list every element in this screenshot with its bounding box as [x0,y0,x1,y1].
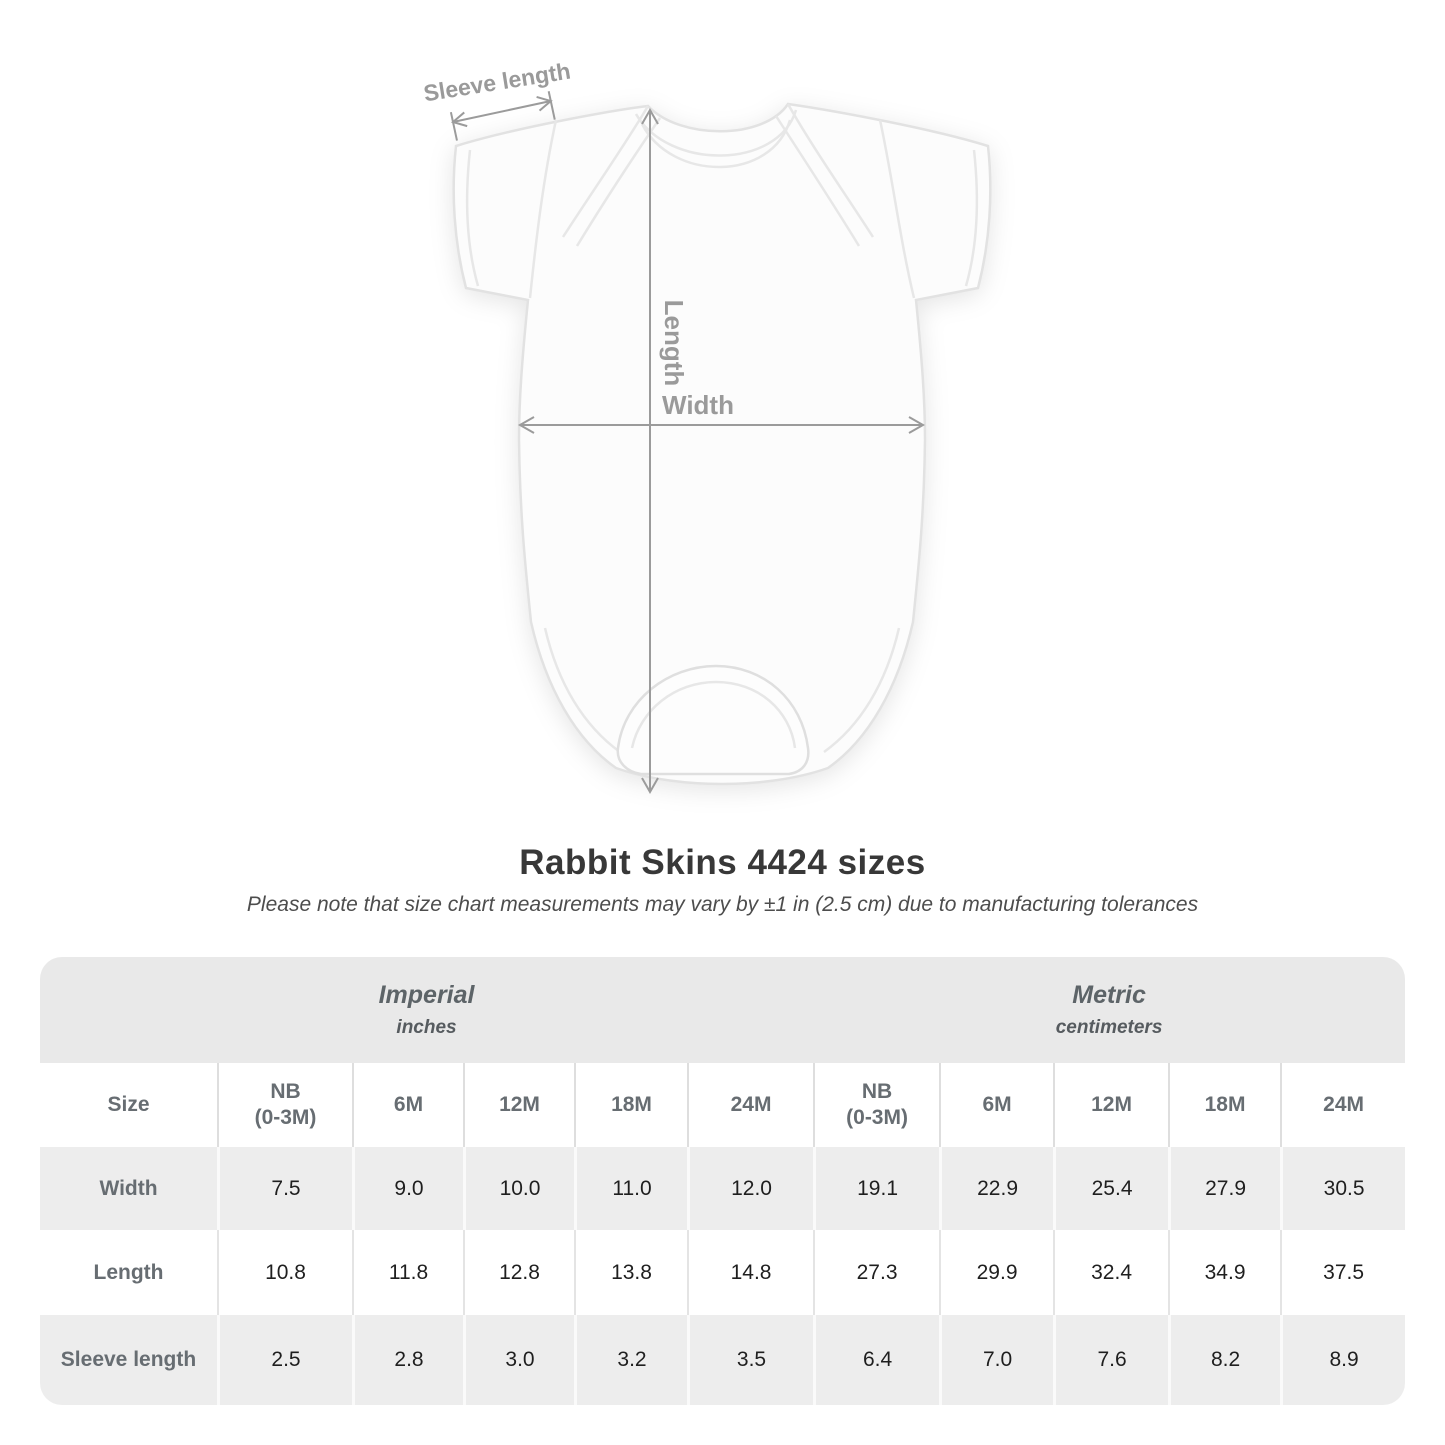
section-metric-label: Metric [1072,981,1146,1009]
cell: 37.5 [1280,1230,1405,1315]
column-header-row: Size NB (0-3M) 6M 12M 18M 24M NB (0-3M) … [40,1063,1405,1147]
cell: 3.2 [574,1315,687,1405]
cell: 6.4 [813,1315,940,1405]
col-header: NB (0-3M) [813,1063,940,1147]
size-table-container: Imperial inches Metric centimeters Size … [40,957,1405,1405]
cell: 7.6 [1053,1315,1169,1405]
right-lap-fold-inner [774,115,861,247]
cell: 34.9 [1168,1230,1281,1315]
col-header: 12M [463,1063,574,1147]
section-imperial-label: Imperial [378,981,475,1009]
cell: 2.8 [352,1315,463,1405]
cell: 27.3 [813,1230,940,1315]
cell: 3.5 [687,1315,814,1405]
cell: 12.8 [463,1230,574,1315]
cell: 22.9 [939,1147,1054,1230]
col-header: NB (0-3M) [217,1063,352,1147]
cell: 7.5 [217,1147,352,1230]
col-header: 6M [352,1063,463,1147]
table-row-width: Width 7.5 9.0 10.0 11.0 12.0 19.1 22.9 2… [40,1147,1405,1230]
right-lap-fold [786,103,875,238]
bodysuit-measurement-diagram: Length Width Sleeve length [422,58,992,795]
cell: 30.5 [1280,1147,1405,1230]
cell: 27.9 [1168,1147,1281,1230]
cell: 7.0 [939,1315,1054,1405]
cell: 19.1 [813,1147,940,1230]
width-label: Width [662,390,734,420]
cell: 25.4 [1053,1147,1169,1230]
cell: 2.5 [217,1315,352,1405]
row-label: Width [40,1147,217,1230]
col-header: 24M [1280,1063,1405,1147]
length-annotation: Length [641,107,689,795]
unit-section-row: Imperial inches Metric centimeters [40,957,1405,1063]
width-annotation: Width [517,390,926,434]
right-leg-binding [823,627,901,754]
col-header: 18M [574,1063,687,1147]
table-row-length: Length 10.8 11.8 12.8 13.8 14.8 27.3 29.… [40,1230,1405,1315]
cell: 8.9 [1280,1315,1405,1405]
measurement-annotations: Length Width Sleeve length [422,58,926,795]
length-label: Length [659,300,689,387]
cell: 10.8 [217,1230,352,1315]
size-table: Imperial inches Metric centimeters Size … [40,957,1405,1405]
cell: 12.0 [687,1147,814,1230]
crotch-flap-binding [630,680,797,749]
section-metric-unit: centimeters [1055,1017,1163,1038]
cell: 11.0 [574,1147,687,1230]
cell: 8.2 [1168,1315,1281,1405]
left-leg-binding [543,627,621,754]
col-header: 12M [1053,1063,1169,1147]
cell: 3.0 [463,1315,574,1405]
cell: 10.0 [463,1147,574,1230]
col-header: 24M [687,1063,814,1147]
cell: 9.0 [352,1147,463,1230]
cell: 14.8 [687,1230,814,1315]
section-metric: Metric centimeters [813,957,1405,1063]
section-imperial: Imperial inches [40,957,814,1063]
left-armhole-seam [528,119,558,299]
left-lap-fold [561,105,650,238]
tolerance-note: Please note that size chart measurements… [246,893,1199,916]
left-cuff-hem [465,149,480,287]
row-label: Length [40,1230,217,1315]
cell: 32.4 [1053,1230,1169,1315]
section-imperial-unit: inches [396,1017,457,1038]
infant-bodysuit-image [452,102,992,786]
table-row-sleeve-length: Sleeve length 2.5 2.8 3.0 3.2 3.5 6.4 7.… [40,1315,1405,1405]
cell: 11.8 [352,1230,463,1315]
page-title: Rabbit Skins 4424 sizes [519,843,926,882]
front-neckline-binding [640,119,792,169]
cell: 13.8 [574,1230,687,1315]
col-header: 18M [1168,1063,1281,1147]
col-header: 6M [939,1063,1054,1147]
right-cuff-hem [964,149,979,287]
cell: 29.9 [939,1230,1054,1315]
size-column-header: Size [40,1063,217,1147]
row-label: Sleeve length [40,1315,217,1405]
right-armhole-seam [878,119,916,299]
